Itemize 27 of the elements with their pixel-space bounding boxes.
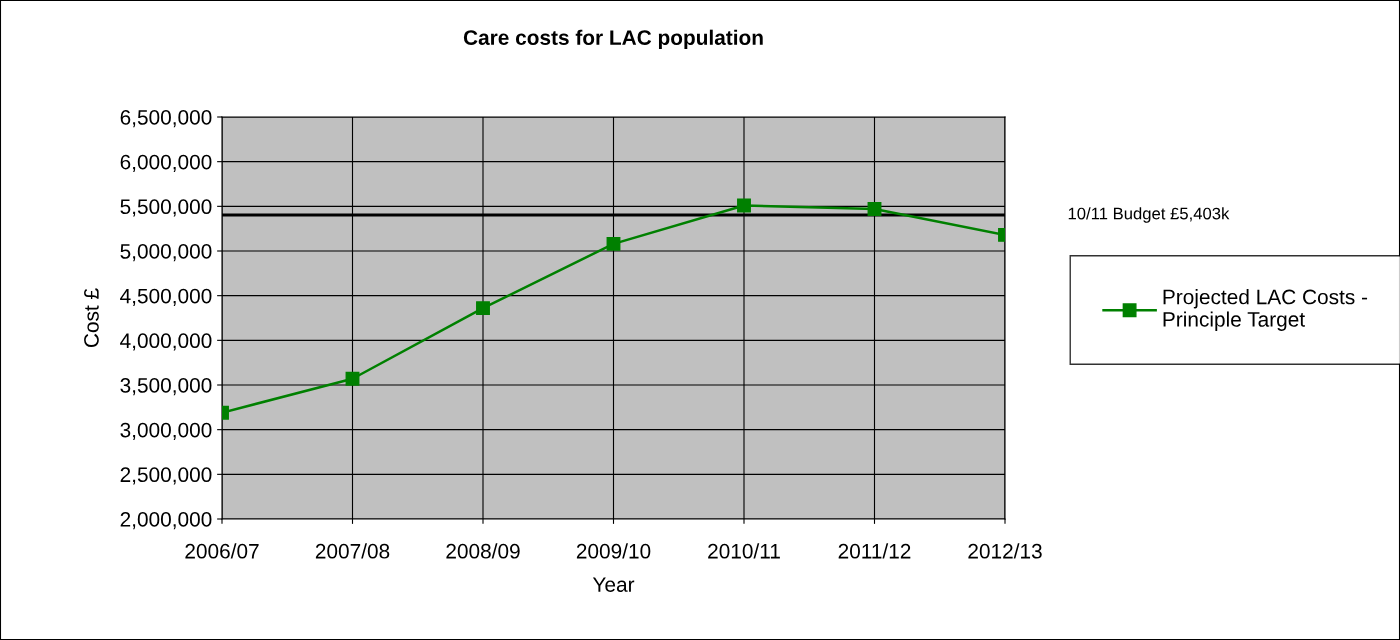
ref-line-label: 10/11 Budget £5,403k	[1068, 207, 1230, 223]
y-tick-label: 5,500,000	[120, 199, 212, 217]
x-tick-label: 2011/12	[838, 543, 911, 559]
y-tick-label: 4,500,000	[120, 288, 212, 306]
y-tick-label: 2,500,000	[120, 467, 212, 485]
x-tick-label: 2012/13	[968, 543, 1042, 559]
point	[345, 371, 360, 386]
y-tick-label: 4,000,000	[120, 333, 212, 351]
legend-label: Projected LAC Costs - Principle Target	[1163, 289, 1368, 331]
y-tick-label: 3,500,000	[120, 378, 212, 396]
point	[867, 202, 882, 216]
x-axis-title: Year	[592, 577, 635, 592]
y-tick-label: 3,000,000	[120, 422, 212, 440]
x-tick-label: 2009/10	[576, 543, 651, 559]
chart-title: Care costs for LAC population	[463, 29, 763, 50]
y-axis-title: Cost £	[84, 288, 99, 348]
y-tick-label: 5,000,000	[120, 244, 212, 262]
point	[737, 198, 751, 213]
y-tick-label: 6,000,000	[120, 154, 212, 172]
x-tick-label: 2010/11	[708, 543, 780, 559]
y-tick-label: 6,500,000	[120, 110, 212, 128]
x-tick-label: 2008/09	[446, 543, 520, 559]
point	[606, 236, 621, 251]
y-tick-label: 2,000,000	[120, 512, 212, 530]
point	[476, 301, 490, 316]
x-tick-label: 2007/08	[315, 543, 390, 559]
x-tick-label: 2006/07	[185, 543, 259, 559]
